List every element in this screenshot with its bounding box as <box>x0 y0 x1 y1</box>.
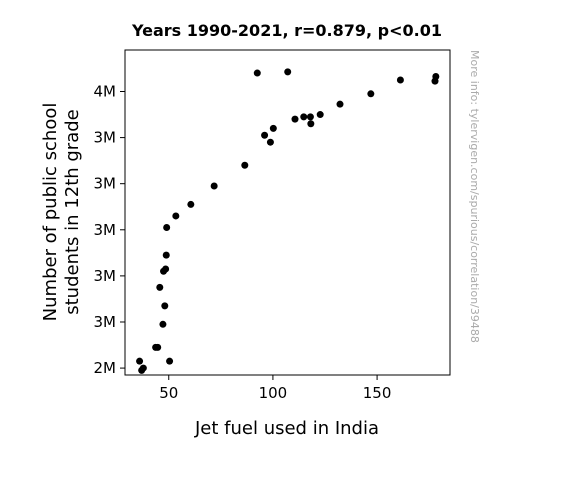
data-point <box>396 76 404 84</box>
data-point <box>172 212 180 220</box>
data-point <box>336 100 344 108</box>
y-tick-label: 2M <box>94 359 117 377</box>
y-axis-label-line-1: Number of public school <box>40 103 61 322</box>
y-tick-label: 3M <box>94 313 117 331</box>
data-point <box>367 90 375 98</box>
x-tick-label: 100 <box>259 384 288 402</box>
data-point <box>306 113 314 121</box>
data-point <box>291 115 299 123</box>
y-tick-label: 3M <box>94 221 117 239</box>
plot-area <box>124 49 451 376</box>
data-point <box>162 251 170 259</box>
x-tick-label: 150 <box>363 384 392 402</box>
y-tick-label: 3M <box>94 175 117 193</box>
data-point <box>253 69 261 77</box>
data-point <box>161 302 169 310</box>
x-tick-label: 50 <box>159 384 178 402</box>
data-point <box>154 343 162 351</box>
y-tick-label: 3M <box>94 267 117 285</box>
data-points <box>136 68 440 374</box>
y-axis: 2M 3M 3M 3M 3M 3M 4M <box>94 82 125 377</box>
data-point <box>432 73 440 81</box>
data-point <box>241 161 249 169</box>
data-point <box>266 138 274 146</box>
chart-title: Years 1990-2021, r=0.879, p<0.01 <box>131 21 442 40</box>
data-point <box>139 364 147 372</box>
data-point <box>187 200 195 208</box>
y-axis-label-line-2: students in 12th grade <box>62 109 83 315</box>
data-point <box>300 113 308 121</box>
data-point <box>261 131 269 139</box>
data-point <box>162 265 170 273</box>
y-tick-label: 4M <box>94 82 117 100</box>
data-point <box>307 120 315 128</box>
data-point <box>136 357 144 365</box>
data-point <box>156 283 164 291</box>
y-tick-label: 3M <box>94 129 117 147</box>
y-axis-label: Number of public school students in 12th… <box>40 103 83 322</box>
x-axis-label: Jet fuel used in India <box>194 418 379 439</box>
watermark-text: More info: tylervigen.com/spurious/corre… <box>468 50 481 343</box>
data-point <box>316 111 324 119</box>
data-point <box>159 320 167 328</box>
data-point <box>163 223 171 231</box>
x-axis: 50 100 150 <box>159 375 391 402</box>
data-point <box>166 357 174 365</box>
data-point <box>284 68 292 76</box>
data-point <box>269 124 277 132</box>
data-point <box>210 182 218 190</box>
